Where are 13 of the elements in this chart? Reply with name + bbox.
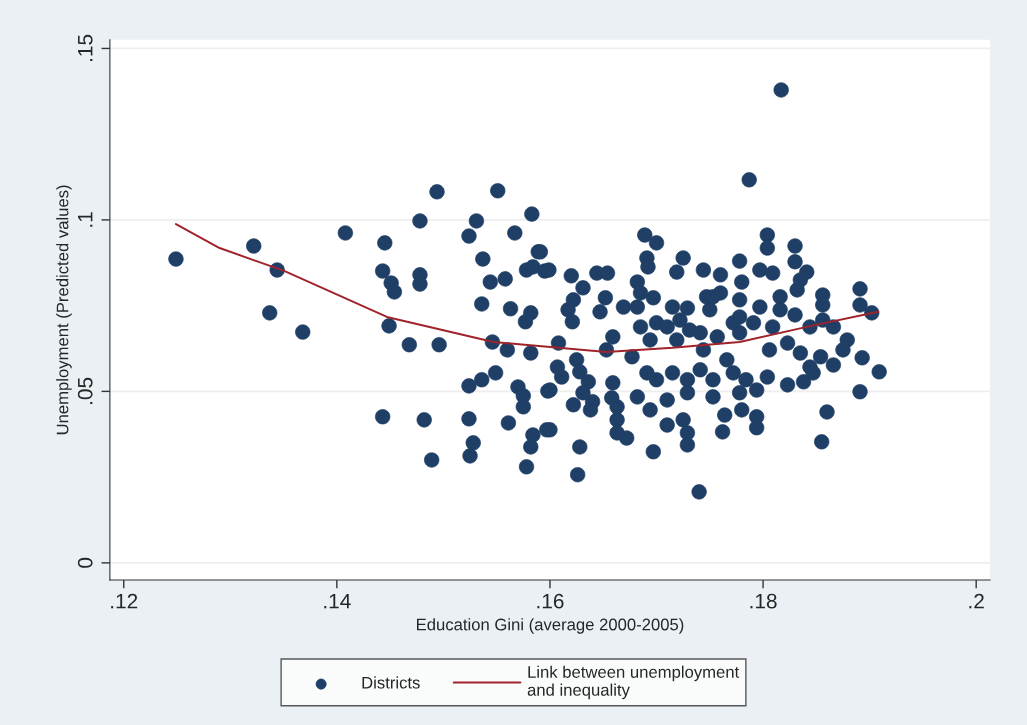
legend-label: Link between unemployment and inequality bbox=[527, 665, 740, 700]
y-tick-label: .15 bbox=[78, 34, 93, 62]
y-tick-label: .1 bbox=[78, 212, 93, 227]
y-tick-label: 0 bbox=[77, 557, 93, 568]
x-axis-title: Education Gini (average 2000-2005) bbox=[416, 618, 684, 634]
x-tick-label: .18 bbox=[750, 593, 777, 609]
x-tick-label: .2 bbox=[969, 593, 984, 609]
x-tick-label: .14 bbox=[324, 593, 351, 609]
x-tick-label: .16 bbox=[537, 593, 564, 609]
y-axis-title: Unemployment (Predicted values) bbox=[56, 185, 72, 435]
x-tick-label: .12 bbox=[111, 593, 138, 609]
y-tick-label: .05 bbox=[77, 377, 93, 404]
legend-label: Districts bbox=[362, 676, 420, 689]
